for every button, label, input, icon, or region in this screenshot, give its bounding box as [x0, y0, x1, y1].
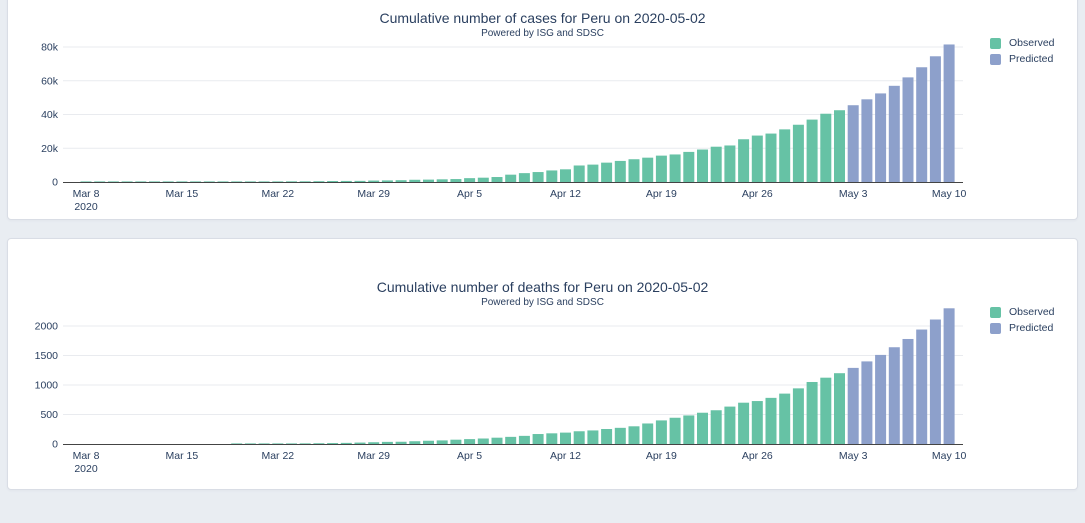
chart-title: Cumulative number of cases for Peru on 2… — [379, 10, 706, 26]
svg-text:May 3: May 3 — [839, 188, 868, 200]
predicted-swatch-icon — [990, 54, 1001, 65]
svg-text:Apr 5: Apr 5 — [457, 188, 482, 200]
svg-text:Apr 19: Apr 19 — [646, 450, 677, 462]
svg-text:1500: 1500 — [35, 350, 59, 362]
svg-text:May 10: May 10 — [932, 188, 967, 200]
svg-text:Mar 22: Mar 22 — [261, 450, 294, 462]
observed-swatch-icon — [990, 307, 1001, 318]
svg-text:500: 500 — [40, 409, 58, 421]
legend-item-predicted[interactable]: Predicted — [990, 322, 1055, 335]
svg-text:Mar 15: Mar 15 — [166, 188, 199, 200]
svg-text:Apr 12: Apr 12 — [550, 450, 581, 462]
svg-text:80k: 80k — [41, 42, 59, 54]
svg-text:Mar 15: Mar 15 — [166, 450, 199, 462]
legend-item-observed[interactable]: Observed — [990, 306, 1055, 319]
svg-text:Mar 8: Mar 8 — [73, 450, 100, 462]
svg-text:May 10: May 10 — [932, 450, 967, 462]
legend-label: Observed — [1009, 306, 1055, 318]
chart-subtitle: Powered by ISG and SDSC — [481, 28, 604, 39]
svg-text:Apr 5: Apr 5 — [457, 450, 482, 462]
chart-subtitle: Powered by ISG and SDSC — [481, 297, 604, 308]
svg-text:0: 0 — [52, 439, 58, 451]
predicted-swatch-icon — [990, 323, 1001, 334]
svg-text:2020: 2020 — [74, 463, 98, 475]
legend-label: Predicted — [1009, 322, 1054, 334]
svg-text:Mar 29: Mar 29 — [357, 450, 390, 462]
legend-label: Predicted — [1009, 53, 1054, 65]
svg-text:May 3: May 3 — [839, 450, 868, 462]
observed-swatch-icon — [990, 38, 1001, 49]
legend-item-predicted[interactable]: Predicted — [990, 53, 1055, 66]
legend: Observed Predicted — [990, 37, 1055, 66]
cases-chart-card: Cumulative number of cases for Peru on 2… — [7, 0, 1078, 220]
svg-text:40k: 40k — [41, 109, 59, 121]
svg-text:60k: 60k — [41, 75, 59, 87]
svg-text:20k: 20k — [41, 143, 59, 155]
svg-text:0: 0 — [52, 177, 58, 189]
svg-text:Mar 22: Mar 22 — [261, 188, 294, 200]
legend-label: Observed — [1009, 37, 1055, 49]
svg-text:1000: 1000 — [35, 380, 59, 392]
deaths-chart-card: Cumulative number of deaths for Peru on … — [7, 238, 1078, 490]
svg-text:Mar 8: Mar 8 — [73, 188, 100, 200]
svg-text:Apr 26: Apr 26 — [742, 188, 773, 200]
svg-text:2000: 2000 — [35, 321, 59, 333]
legend: Observed Predicted — [990, 306, 1055, 335]
svg-text:Apr 12: Apr 12 — [550, 188, 581, 200]
svg-text:2020: 2020 — [74, 201, 98, 213]
svg-text:Mar 29: Mar 29 — [357, 188, 390, 200]
svg-text:Apr 19: Apr 19 — [646, 188, 677, 200]
svg-text:Apr 26: Apr 26 — [742, 450, 773, 462]
chart-title: Cumulative number of deaths for Peru on … — [376, 279, 709, 295]
legend-item-observed[interactable]: Observed — [990, 37, 1055, 50]
